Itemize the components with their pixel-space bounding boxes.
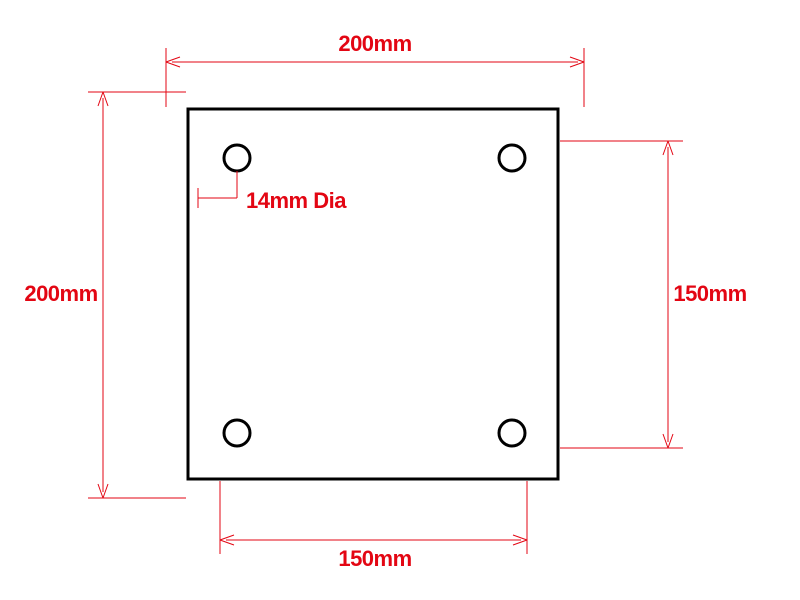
dim-left-height: 200mm <box>24 92 186 498</box>
dim-bottom-pitch: 150mm <box>220 481 527 571</box>
bolt-hole-3 <box>224 420 250 446</box>
dim-top-width: 200mm <box>166 31 584 107</box>
bolt-hole-4 <box>499 420 525 446</box>
bolt-hole-1 <box>224 145 250 171</box>
dim-top-width-label: 200mm <box>338 31 411 56</box>
dim-hole-diameter: 14mm Dia <box>198 171 347 213</box>
technical-drawing: 200mm 200mm 150mm 150mm 14mm Dia <box>0 0 800 600</box>
dim-bottom-pitch-label: 150mm <box>338 546 411 571</box>
dim-left-height-label: 200mm <box>24 281 97 306</box>
dim-diameter-label: 14mm Dia <box>246 188 347 213</box>
dim-right-pitch: 150mm <box>560 141 747 448</box>
bolt-hole-2 <box>499 145 525 171</box>
dim-right-pitch-label: 150mm <box>673 281 746 306</box>
